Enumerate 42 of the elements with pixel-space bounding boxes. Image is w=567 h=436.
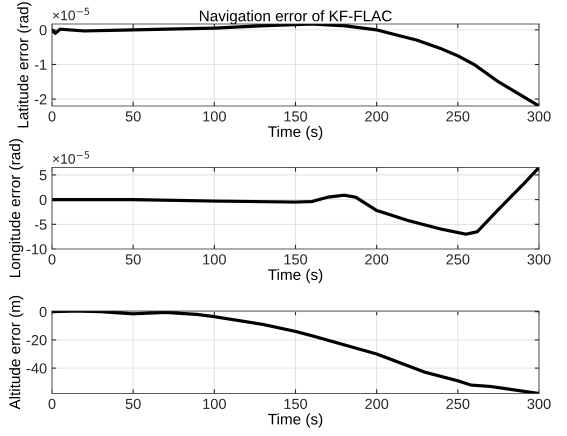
y-tick-label: -10 <box>26 244 47 254</box>
x-tick-label: 200 <box>365 254 388 265</box>
y-axis-title: Longitude error (rad) <box>9 139 24 278</box>
y-tick-label: 0 <box>40 306 47 318</box>
x-axis-title: Time (s) <box>268 126 322 140</box>
x-tick-label: 0 <box>48 111 56 122</box>
x-axis-title: Time (s) <box>268 413 322 428</box>
x-tick-label: 100 <box>203 111 226 122</box>
x-tick-label: 150 <box>284 398 308 410</box>
chart-title: Navigation error of KF-FLAC <box>200 10 392 24</box>
x-axis-title: Time (s) <box>268 268 322 284</box>
y-tick-label: 5 <box>40 170 47 180</box>
x-tick-label: 250 <box>446 111 470 122</box>
y-tick-label: -1 <box>34 60 46 70</box>
line-series <box>52 24 539 106</box>
x-tick-label: 150 <box>284 254 308 265</box>
text: ×10$^{−5}$ <box>52 151 90 164</box>
y-tick-label: -5 <box>34 220 47 230</box>
x-tick-label: 250 <box>446 254 470 265</box>
x-tick-label: 50 <box>126 254 141 265</box>
x-tick-label: 0 <box>48 398 56 410</box>
x-tick-label: 250 <box>446 398 470 410</box>
x-tick-label: 200 <box>365 111 388 122</box>
x-tick-label: 100 <box>203 398 226 410</box>
y-tick-label: 0 <box>40 194 47 206</box>
text: ×10$^{−5}$ <box>52 8 90 20</box>
y-tick-label: -2 <box>34 94 46 104</box>
y-tick-label: -20 <box>26 335 47 346</box>
y-axis-title: Latitude error (rad) <box>17 2 32 128</box>
y-tick-label: 0 <box>40 24 47 36</box>
x-tick-label: 300 <box>527 254 551 265</box>
x-tick-label: 50 <box>126 398 141 410</box>
x-tick-label: 0 <box>48 254 56 265</box>
x-tick-label: 150 <box>284 111 308 122</box>
x-tick-label: 50 <box>126 111 141 122</box>
x-tick-label: 200 <box>365 398 388 410</box>
x-tick-label: 100 <box>203 254 226 265</box>
y-tick-label: -40 <box>26 363 47 374</box>
line-series <box>52 311 539 394</box>
x-tick-label: 300 <box>527 398 551 410</box>
y-axis-title: Altitude error (m) <box>9 296 24 410</box>
x-tick-label: 300 <box>527 111 551 122</box>
